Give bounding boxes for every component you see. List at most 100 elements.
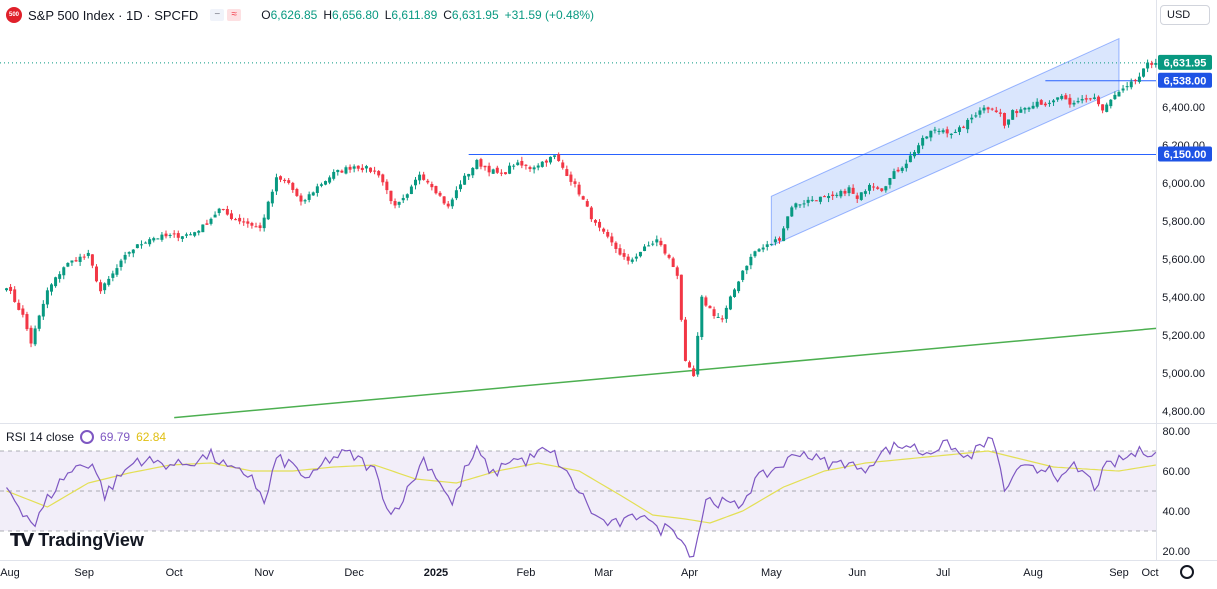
candle-body bbox=[1011, 110, 1015, 120]
candle-body bbox=[692, 368, 696, 377]
candle-body bbox=[978, 110, 982, 115]
candle-body bbox=[647, 245, 651, 247]
candle-body bbox=[835, 194, 839, 196]
candle-body bbox=[659, 240, 663, 246]
candle-body bbox=[438, 192, 442, 196]
candle-body bbox=[904, 163, 908, 169]
candle-body bbox=[1125, 86, 1129, 88]
candle-body bbox=[557, 154, 561, 161]
candle-body bbox=[974, 115, 978, 117]
candle-body bbox=[340, 170, 344, 173]
candle-body bbox=[303, 200, 307, 202]
rsi-ma-value: 62.84 bbox=[136, 430, 167, 444]
sp500-logo: 500 bbox=[6, 7, 22, 23]
candle-body bbox=[41, 303, 45, 317]
tradingview-logo[interactable]: 𝗧𝗩 TradingView bbox=[10, 530, 144, 551]
candle-body bbox=[565, 169, 569, 176]
candle-body bbox=[324, 181, 328, 185]
rsi-label: RSI 14 close bbox=[6, 430, 75, 444]
candle-body bbox=[769, 243, 773, 245]
candle-body bbox=[589, 207, 593, 220]
candle-body bbox=[757, 249, 761, 252]
rsi-ma-line bbox=[6, 450, 1156, 524]
candle-body bbox=[548, 156, 552, 163]
candle-body bbox=[945, 129, 949, 134]
compare-icon[interactable]: ≈ bbox=[227, 9, 242, 21]
candle-body bbox=[1150, 63, 1154, 65]
candle-body bbox=[1076, 101, 1080, 103]
candle-body bbox=[1068, 97, 1072, 105]
rsi-tick-label: 40.00 bbox=[1162, 506, 1190, 518]
candle-body bbox=[651, 243, 655, 245]
candle-body bbox=[638, 251, 642, 257]
candle-body bbox=[872, 186, 876, 188]
currency-select[interactable]: USD bbox=[1160, 5, 1210, 25]
candle-body bbox=[847, 187, 851, 194]
candle-body bbox=[553, 155, 557, 157]
candle-body bbox=[1105, 104, 1109, 112]
candle-body bbox=[708, 305, 712, 309]
candle-body bbox=[929, 130, 933, 138]
candle-body bbox=[279, 176, 283, 180]
candle-body bbox=[892, 171, 896, 179]
candle-body bbox=[139, 244, 143, 246]
price-tick-label: 4,800.00 bbox=[1162, 406, 1205, 418]
candle-body bbox=[634, 256, 638, 259]
symbol-title[interactable]: S&P 500 Index · 1D · SPCFD bbox=[28, 7, 199, 23]
candle-body bbox=[33, 328, 37, 345]
candle-body bbox=[311, 192, 315, 196]
ohlc-change: +31.59 (+0.48%) bbox=[504, 8, 595, 22]
candle-body bbox=[966, 119, 970, 130]
candle-body bbox=[1117, 91, 1121, 97]
time-tick-label: Oct bbox=[1141, 567, 1158, 579]
candle-body bbox=[209, 218, 213, 224]
candle-body bbox=[458, 184, 462, 190]
candle-body bbox=[593, 220, 597, 223]
trendline bbox=[174, 327, 1157, 419]
candle-body bbox=[867, 184, 871, 191]
candle-body bbox=[475, 160, 479, 169]
brand-name: TradingView bbox=[38, 530, 144, 550]
candle-body bbox=[201, 224, 205, 233]
candle-body bbox=[618, 248, 622, 255]
refresh-icon[interactable] bbox=[80, 430, 95, 444]
minus-icon[interactable]: − bbox=[210, 9, 225, 21]
candle-body bbox=[409, 186, 413, 195]
candle-body bbox=[508, 165, 512, 174]
candle-body bbox=[827, 195, 831, 199]
candle-body bbox=[1137, 76, 1141, 82]
hline-tag-6538-bg bbox=[1158, 72, 1212, 88]
candle-body bbox=[859, 192, 863, 200]
candle-body bbox=[193, 232, 197, 236]
settings-icon[interactable] bbox=[1180, 565, 1194, 579]
ohlc-low: L6,611.89 bbox=[384, 8, 438, 22]
candle-body bbox=[1039, 100, 1043, 105]
candle-body bbox=[446, 203, 450, 207]
candle-body bbox=[802, 203, 806, 205]
candle-body bbox=[135, 244, 139, 249]
candle-body bbox=[262, 217, 266, 229]
candle-body bbox=[221, 208, 225, 210]
candle-body bbox=[336, 169, 340, 173]
candle-body bbox=[479, 159, 483, 167]
candle-body bbox=[917, 145, 921, 154]
candle-body bbox=[737, 281, 741, 292]
candle-body bbox=[741, 270, 745, 280]
candle-body bbox=[1109, 99, 1113, 107]
candle-body bbox=[679, 274, 683, 320]
candle-body bbox=[790, 207, 794, 217]
candle-body bbox=[912, 152, 916, 157]
candle-body bbox=[1101, 104, 1105, 111]
symbol-header: 500 S&P 500 Index · 1D · SPCFD − ≈ O6,62… bbox=[6, 5, 594, 25]
candle-body bbox=[332, 171, 336, 179]
candle-body bbox=[422, 174, 426, 180]
time-tick-label: Nov bbox=[254, 567, 274, 579]
candle-body bbox=[115, 268, 119, 275]
candle-body bbox=[818, 196, 822, 202]
candle-body bbox=[319, 184, 323, 186]
candle-body bbox=[1023, 107, 1027, 110]
candle-body bbox=[29, 327, 33, 344]
candle-body bbox=[630, 259, 634, 262]
